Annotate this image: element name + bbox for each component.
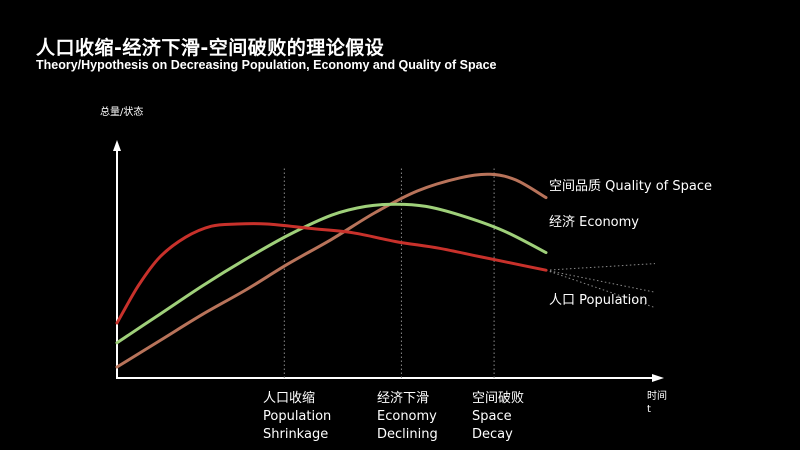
- milestone-guides: [283, 168, 495, 378]
- milestone-label-economy-zh: 经济下滑: [377, 391, 429, 406]
- series-line-population: [115, 222, 548, 325]
- milestone-label-economy-en1: Economy: [377, 409, 437, 424]
- x-axis-arrow: [652, 374, 664, 382]
- milestone-label-population-zh: 人口收缩: [263, 390, 315, 406]
- milestone-label-economy-en2: Declining: [377, 427, 438, 442]
- milestone-label-space-en1: Space: [472, 409, 512, 424]
- x-axis-label: 时间: [647, 389, 667, 402]
- series-line-economy: [115, 202, 548, 345]
- y-axis-arrow: [113, 140, 121, 151]
- y-axis-label: 总量/状态: [100, 105, 143, 118]
- projection-lines: [545, 263, 656, 309]
- series-line-space: [115, 172, 548, 369]
- milestone-label-space-en2: Decay: [472, 427, 513, 442]
- milestone-label-population-en1: Population: [263, 409, 331, 424]
- series-lines: [115, 172, 548, 369]
- projection-line-up: [545, 263, 656, 271]
- projection-line-down: [545, 269, 656, 309]
- projection-line-mid: [545, 269, 656, 293]
- series-label-economy: 经济 Economy: [549, 215, 639, 230]
- milestone-label-space-zh: 空间破败: [472, 391, 524, 406]
- series-label-population: 人口 Population: [549, 293, 647, 308]
- page-subtitle: Theory/Hypothesis on Decreasing Populati…: [36, 58, 497, 72]
- x-axis-label-symbol: t: [647, 404, 651, 415]
- milestone-label-population-en2: Shrinkage: [263, 427, 328, 442]
- series-label-space: 空间品质 Quality of Space: [549, 179, 712, 194]
- page-title: 人口收缩-经济下滑-空间破败的理论假设: [36, 37, 385, 59]
